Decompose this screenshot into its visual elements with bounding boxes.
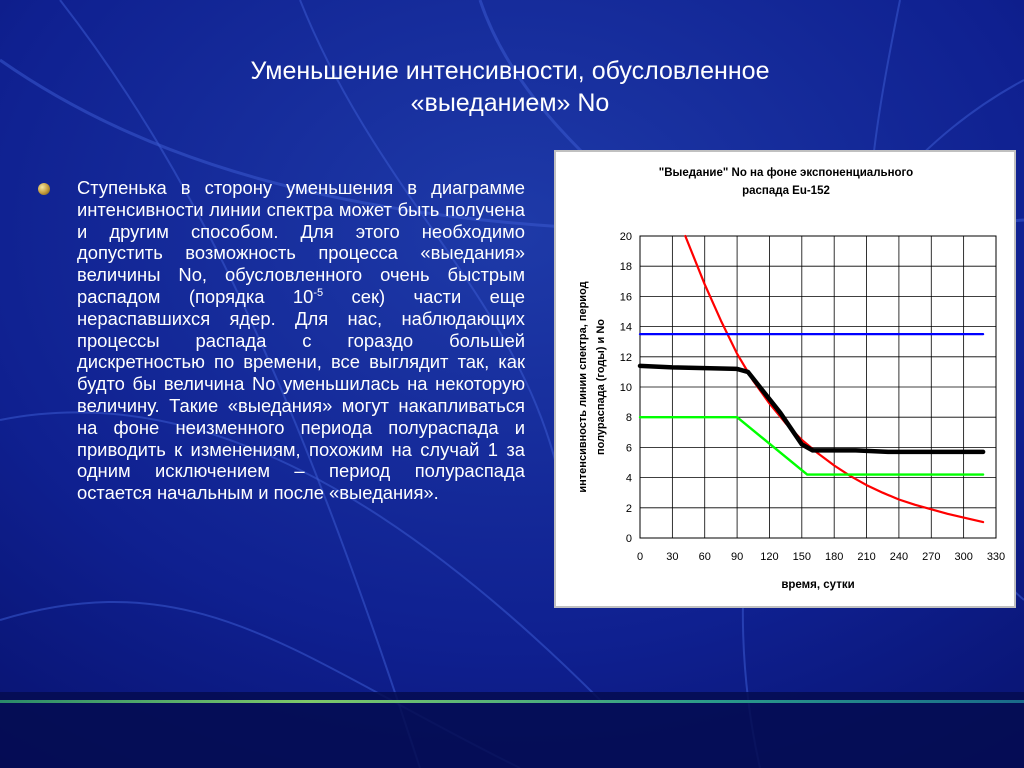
series-no-loss-line — [638, 416, 985, 476]
x-tick-label: 90 — [731, 551, 743, 563]
chart-title-line-1: "Выедание" No на фоне экспоненциального — [659, 167, 913, 179]
x-tick-label: 330 — [987, 551, 1005, 563]
series-intensity-step-line — [637, 363, 986, 455]
y-tick-label: 4 — [626, 473, 632, 485]
chart-title-line-2: распада Eu-152 — [742, 185, 830, 197]
gold-sphere-bullet-icon — [38, 183, 50, 195]
y-axis-label-line-2: полураспада (годы) и No — [595, 319, 607, 455]
y-tick-label: 0 — [626, 533, 632, 545]
x-tick-label: 150 — [793, 551, 811, 563]
x-tick-label: 210 — [857, 551, 875, 563]
body-text-exponent: -5 — [313, 286, 324, 299]
y-tick-label: 20 — [620, 231, 632, 243]
plot-frame — [639, 235, 997, 539]
body-paragraph: Ступенька в сторону уменьшения в диаграм… — [77, 177, 525, 504]
chart: "Выедание" No на фоне экспоненциального … — [577, 167, 1005, 591]
series-exponential-decay-curve — [684, 234, 985, 524]
y-tick-label: 18 — [620, 261, 632, 273]
y-tick-label: 12 — [620, 352, 632, 364]
y-tick-label: 16 — [620, 291, 632, 303]
y-tick-label: 14 — [620, 322, 632, 334]
x-tick-label: 0 — [637, 551, 643, 563]
y-tick-label: 8 — [626, 412, 632, 424]
slide-title-line-1: Уменьшение интенсивности, обусловленное — [250, 57, 770, 85]
body-text-part-1: Ступенька в сторону уменьшения в диаграм… — [77, 177, 525, 307]
plot-area: 0 30 60 90 120 150 180 210 240 270 300 330 0 2 4 6 8 10 12… — [620, 231, 1005, 563]
y-tick-label: 2 — [626, 503, 632, 515]
x-tick-label: 120 — [760, 551, 778, 563]
slide-title-line-2: «выеданием» No — [410, 89, 610, 117]
x-tick-label: 180 — [825, 551, 843, 563]
x-tick-label: 30 — [666, 551, 678, 563]
x-tick-label: 270 — [922, 551, 940, 563]
x-axis-label: время, сутки — [781, 579, 854, 591]
y-axis-label-line-1: интенсивность линии спектра, период — [577, 281, 589, 492]
x-tick-label: 60 — [699, 551, 711, 563]
x-tick-label: 240 — [890, 551, 908, 563]
chart-panel: "Выедание" No на фоне экспоненциального … — [554, 150, 1016, 608]
body-text-part-2: сек) части еще нераспавшихся ядер. Для н… — [77, 285, 525, 504]
x-tick-label: 300 — [954, 551, 972, 563]
slide-title: Уменьшение интенсивности, обусловленное … — [150, 55, 870, 119]
y-tick-label: 10 — [620, 382, 632, 394]
y-tick-label: 6 — [626, 442, 632, 454]
bottom-accent-line — [0, 700, 1024, 703]
